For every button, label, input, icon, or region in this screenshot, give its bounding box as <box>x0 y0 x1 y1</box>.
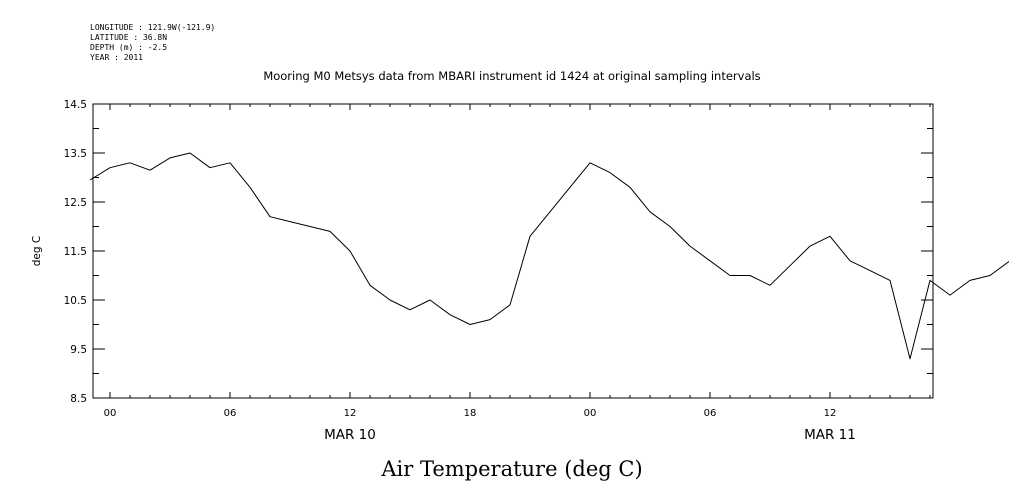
x-hour-label: 12 <box>344 408 357 419</box>
air-temperature-line <box>89 152 1009 360</box>
x-hour-label: 06 <box>704 408 717 419</box>
y-tick-label: 8.5 <box>70 393 87 405</box>
y-tick-label: 9.5 <box>70 344 87 356</box>
y-tick-label: 10.5 <box>64 295 87 307</box>
y-tick-label: 14.5 <box>64 99 87 111</box>
x-hour-label: 00 <box>584 408 597 419</box>
x-hour-label: 06 <box>224 408 237 419</box>
y-tick-label: 12.5 <box>64 197 87 209</box>
x-day-label: MAR 11 <box>804 427 856 443</box>
x-day-label: MAR 10 <box>324 427 376 443</box>
depth-label: DEPTH (m) : -2.5 <box>90 43 167 52</box>
y-tick-label: 11.5 <box>64 246 87 258</box>
y-axis: 8.5 9.5 10.5 11.5 12.5 13.5 14.5 <box>64 99 933 405</box>
year-label: YEAR : 2011 <box>90 53 143 62</box>
x-hour-label: 18 <box>464 408 477 419</box>
x-axis-title: Air Temperature (deg C) <box>380 457 642 481</box>
metadata-block: LONGITUDE : 121.9W(-121.9) LATITUDE : 36… <box>90 23 215 62</box>
series-layer <box>89 152 1009 360</box>
x-hour-label: 00 <box>104 408 117 419</box>
x-hour-label: 12 <box>824 408 837 419</box>
plot-frame <box>92 103 934 399</box>
y-tick-label: 13.5 <box>64 148 87 160</box>
longitude-label: LONGITUDE : 121.9W(-121.9) <box>90 23 215 32</box>
y-axis-title: deg C <box>31 236 43 266</box>
chart-title: Mooring M0 Metsys data from MBARI instru… <box>263 69 760 83</box>
latitude-label: LATITUDE : 36.8N <box>90 33 167 42</box>
